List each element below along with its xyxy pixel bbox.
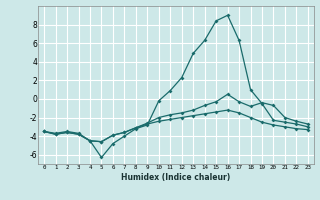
X-axis label: Humidex (Indice chaleur): Humidex (Indice chaleur)	[121, 173, 231, 182]
